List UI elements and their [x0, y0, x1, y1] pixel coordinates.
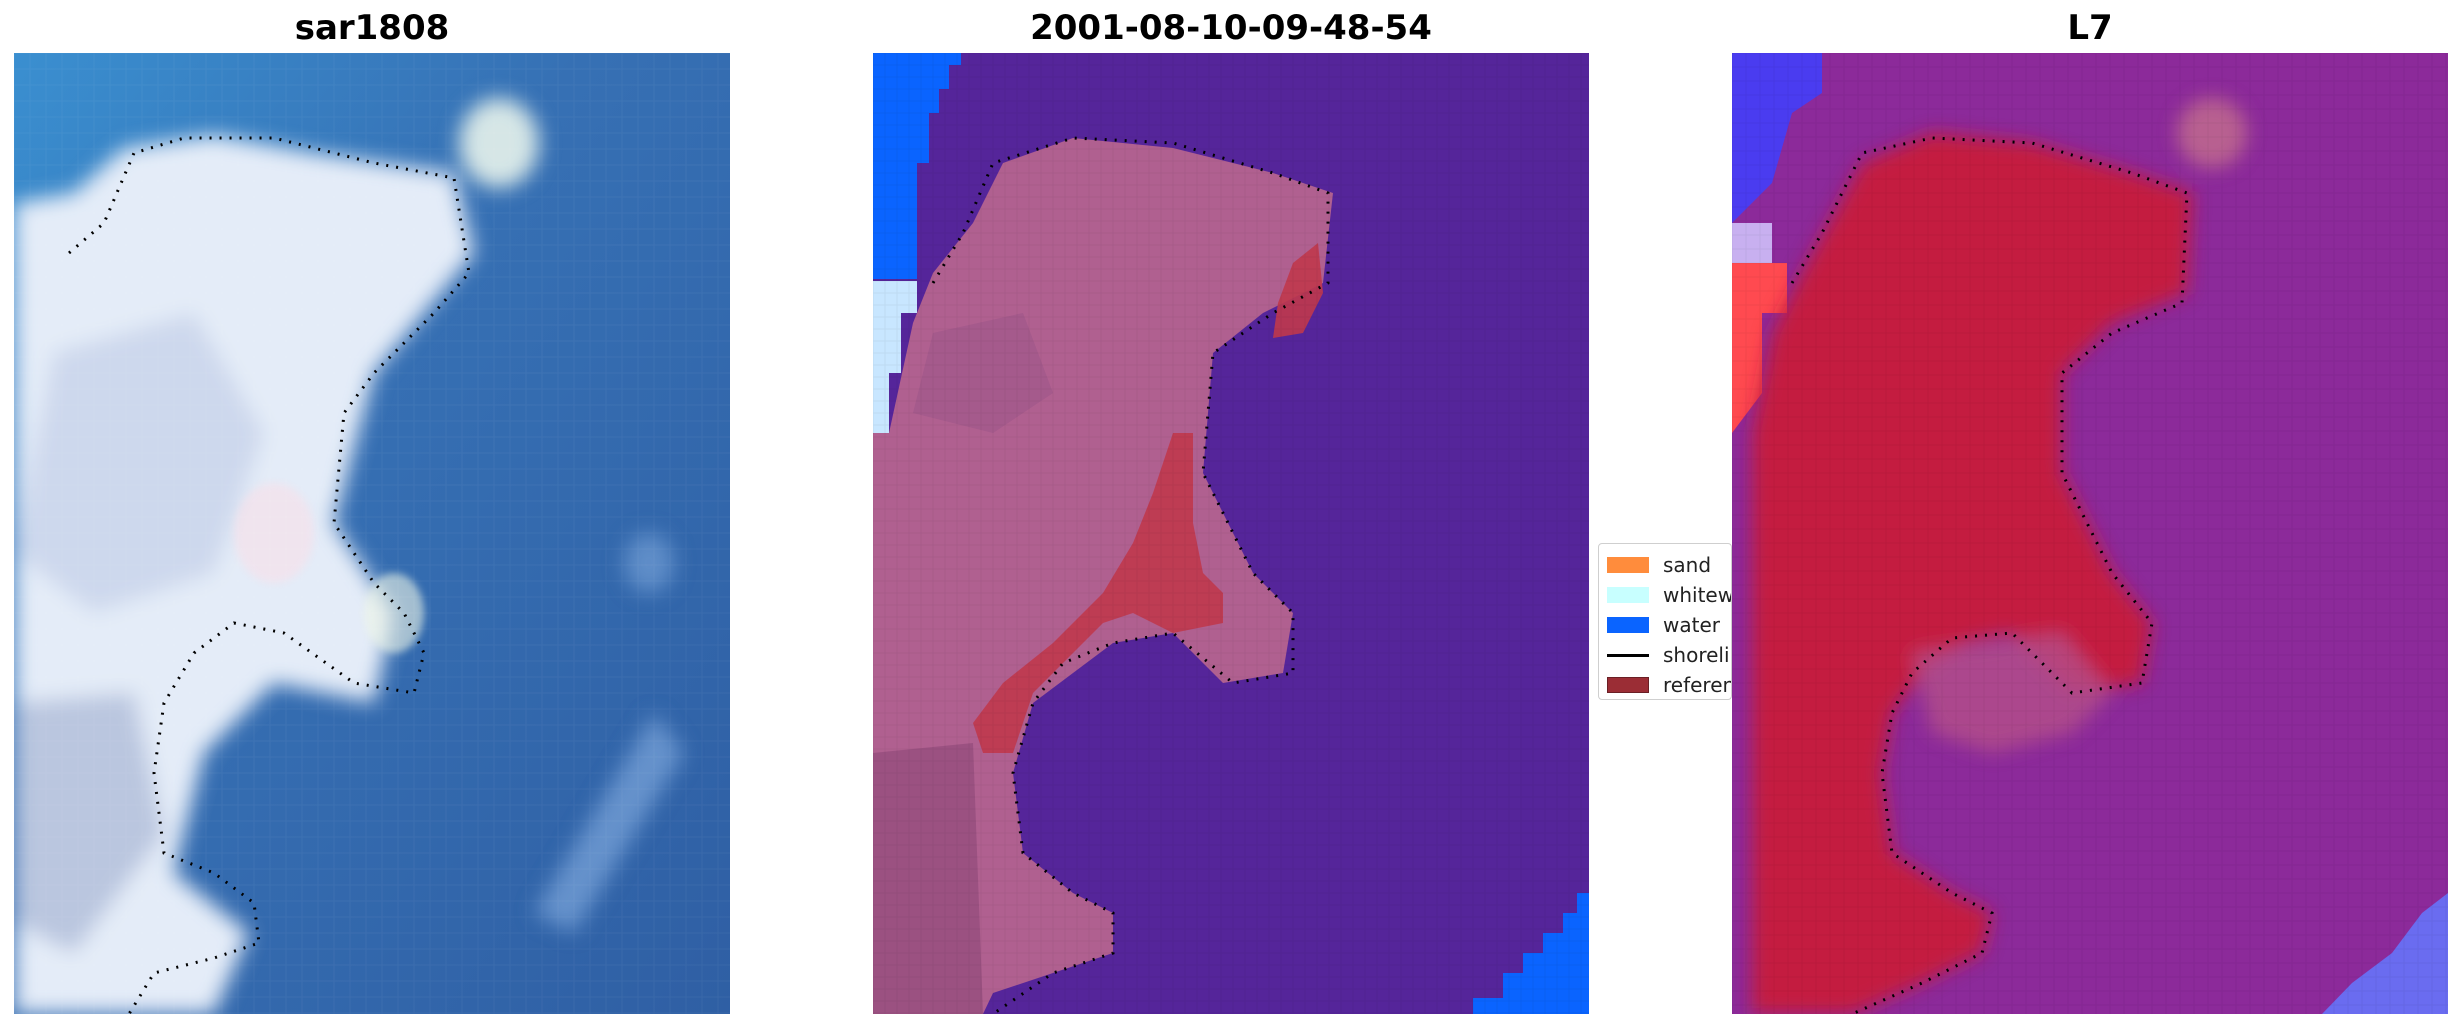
legend-swatch-sand [1607, 557, 1649, 573]
legend-item-shoreline: shoreline [1607, 640, 1731, 670]
index-map-panel [1732, 53, 2448, 1014]
legend-item-reference: reference [1607, 670, 1731, 699]
classification-panel [873, 53, 1589, 1014]
panel-title-index: L7 [2067, 8, 2113, 48]
panel-title-classification: 2001-08-10-09-48-54 [1030, 8, 1432, 48]
legend-swatch-reference [1607, 677, 1649, 693]
legend-label-sand: sand [1663, 553, 1712, 577]
legend-swatch-water [1607, 617, 1649, 633]
rgb-image-panel [14, 53, 730, 1014]
legend-label-reference: reference [1663, 673, 1731, 697]
rgb-image [14, 53, 730, 1014]
legend-swatch-shoreline [1607, 653, 1649, 657]
legend-item-water: water [1607, 610, 1731, 640]
classification-image [873, 53, 1589, 1014]
index-map-image [1732, 53, 2448, 1014]
legend-label-water: water [1663, 613, 1720, 637]
legend-label-shoreline: shoreline [1663, 643, 1731, 667]
panel-title-rgb: sar1808 [294, 8, 450, 48]
legend-swatch-whitewater [1607, 587, 1649, 603]
legend-item-sand: sand [1607, 550, 1731, 580]
